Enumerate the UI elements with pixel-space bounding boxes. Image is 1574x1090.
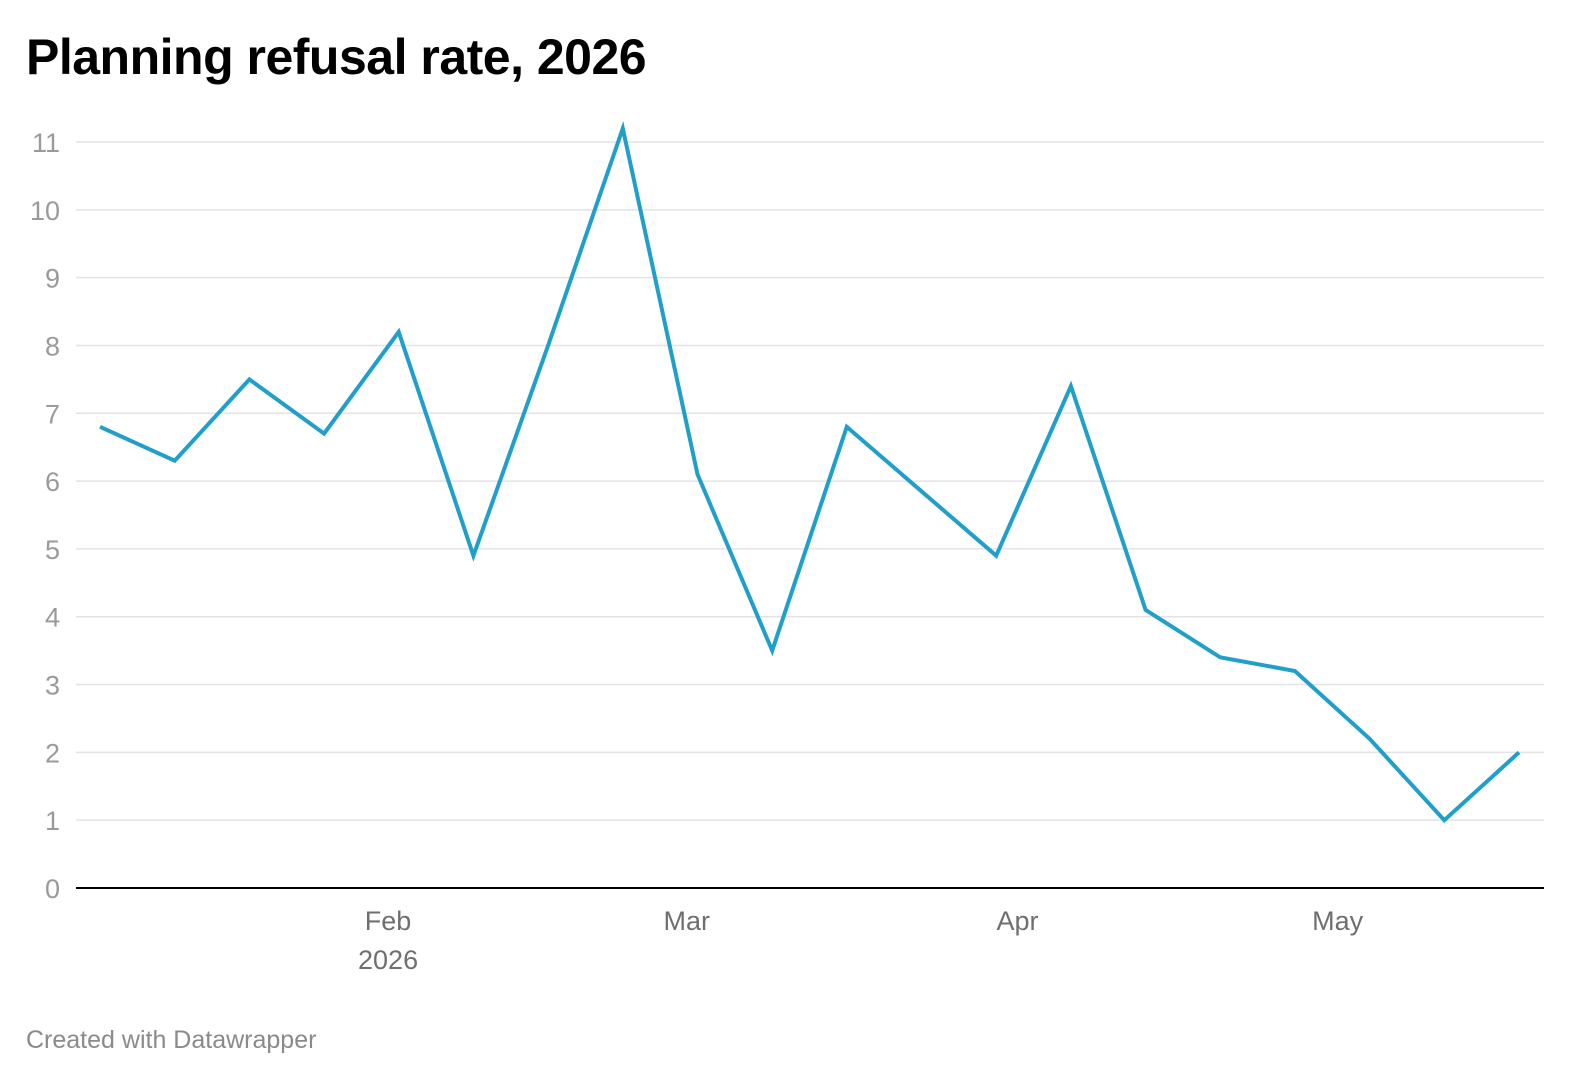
series-layer [98,120,1521,824]
data-point [696,472,700,476]
data-point [1442,818,1446,822]
y-tick-label: 1 [45,806,60,836]
x-axis-ticks: Feb 2026 Mar Apr May [358,906,1364,975]
y-tick-label: 0 [45,874,60,904]
x-tick-sublabel: 2026 [358,945,418,975]
data-point [920,489,924,493]
data-point [1368,737,1372,741]
gridlines [76,141,1544,889]
y-tick-label: 8 [45,331,60,361]
series-line [99,120,1521,824]
data-point [621,126,625,130]
data-point [546,344,550,348]
footer-credit: Created with Datawrapper [26,1026,317,1054]
data-point [471,554,475,558]
x-tick-label: Mar [664,906,711,936]
x-tick-label: Apr [997,906,1039,936]
data-point [397,330,401,334]
data-point [1069,384,1073,388]
data-point [322,432,326,436]
y-tick-label: 2 [45,738,60,768]
data-point [845,425,849,429]
y-tick-label: 3 [45,671,60,701]
data-point [247,377,251,381]
x-tick-label: Feb [365,906,412,936]
data-point [98,425,102,429]
y-tick-label: 10 [30,196,60,226]
data-point [173,459,177,463]
y-tick-label: 7 [45,399,60,429]
y-axis-ticks: 0 1 2 3 4 5 6 7 8 9 10 11 [30,128,60,904]
y-tick-label: 4 [45,603,60,633]
x-tick-label: May [1312,906,1364,936]
y-tick-label: 6 [45,467,60,497]
y-tick-label: 11 [32,128,60,158]
data-point [1293,669,1297,673]
y-tick-label: 9 [45,264,60,294]
data-point [770,649,774,653]
data-point [1517,750,1521,754]
data-point [1218,655,1222,659]
data-point [1144,608,1148,612]
data-point [994,554,998,558]
line-chart: 0 1 2 3 4 5 6 7 8 9 10 11 Feb 2026 Mar Apr May [30,120,1544,975]
chart-title: Planning refusal rate, 2026 [26,29,647,85]
y-tick-label: 5 [45,535,60,565]
